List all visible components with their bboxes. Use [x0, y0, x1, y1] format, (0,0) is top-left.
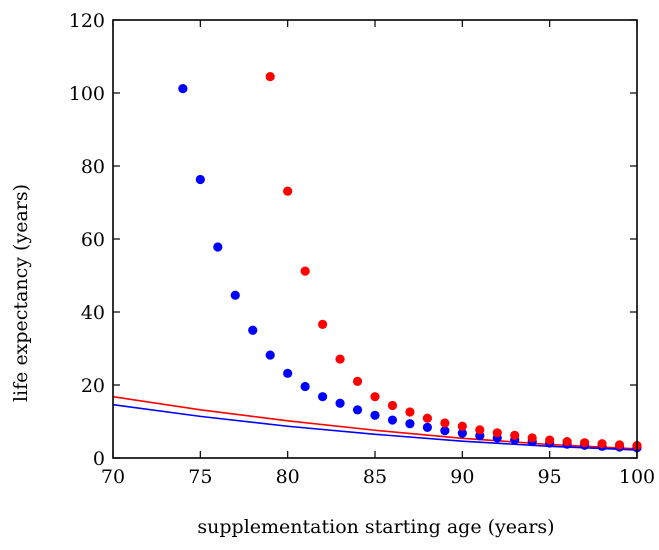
x-tick-label-0: 70 [101, 466, 125, 488]
data-point-s1-9 [422, 413, 432, 423]
data-point-s1-12 [475, 425, 485, 435]
x-axis-label: supplementation starting age (years) [197, 516, 554, 538]
data-point-s0-12 [387, 415, 398, 425]
data-point-s0-1 [195, 174, 205, 185]
data-point-s1-14 [510, 430, 520, 440]
x-tick-label-6: 100 [619, 466, 655, 488]
data-point-s0-16 [457, 428, 467, 438]
data-point-s1-11 [457, 421, 467, 431]
data-point-s0-14 [422, 422, 432, 432]
data-point-s0-5 [265, 350, 275, 360]
data-point-s1-13 [492, 428, 502, 438]
y-tick-label-2: 40 [81, 302, 105, 324]
data-point-s1-2 [300, 266, 310, 276]
y-axis-label: life expectancy (years) [10, 184, 32, 402]
axis-layer: 70 75 80 85 90 95 100 0 20 40 60 80 100 120 [69, 10, 655, 488]
data-point-s0-10 [352, 405, 363, 415]
data-point-s1-17 [562, 436, 572, 447]
x-tick-label-4: 90 [450, 466, 474, 488]
data-point-s1-19 [597, 439, 607, 449]
data-point-s1-15 [527, 433, 537, 443]
y-tick-label-1: 20 [81, 375, 105, 397]
data-point-s0-8 [318, 392, 328, 402]
series-line-2 [112, 395, 638, 450]
y-tick-label-5: 100 [69, 83, 105, 105]
data-point-s1-1 [283, 186, 293, 196]
series-layer [112, 71, 642, 453]
y-tick-label-3: 60 [81, 229, 105, 251]
data-point-s1-7 [387, 400, 398, 411]
data-point-s1-4 [335, 354, 345, 364]
data-point-s1-8 [405, 407, 415, 417]
data-point-s0-15 [440, 426, 450, 436]
data-point-s1-3 [318, 319, 328, 330]
data-point-s1-18 [580, 438, 590, 448]
data-point-s0-0 [178, 84, 188, 94]
data-point-s1-0 [265, 71, 275, 82]
data-point-s0-9 [335, 398, 345, 408]
data-point-s0-13 [405, 419, 415, 429]
x-tick-label-1: 75 [188, 466, 212, 488]
data-point-s0-2 [213, 242, 223, 252]
data-point-s0-3 [230, 290, 240, 300]
data-point-s1-16 [545, 435, 555, 445]
data-point-s1-10 [440, 418, 450, 428]
y-tick-label-4: 80 [81, 156, 105, 178]
data-point-s1-5 [352, 376, 363, 386]
data-point-s0-7 [300, 381, 310, 392]
x-tick-label-2: 80 [276, 466, 300, 488]
data-point-s0-11 [370, 410, 380, 420]
data-point-s1-20 [614, 440, 625, 450]
data-point-s0-6 [283, 368, 293, 378]
x-tick-label-5: 95 [538, 466, 562, 488]
data-point-s1-6 [370, 392, 380, 402]
y-tick-label-6: 120 [69, 10, 105, 32]
y-tick-label-0: 0 [93, 448, 105, 470]
x-tick-label-3: 85 [363, 466, 387, 488]
data-point-s0-4 [248, 325, 258, 335]
